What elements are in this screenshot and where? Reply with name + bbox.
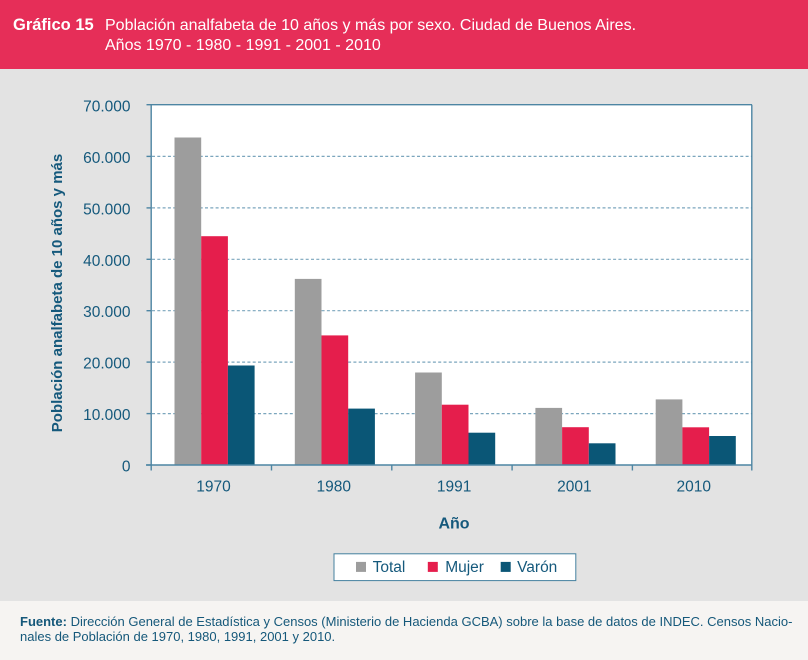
svg-text:70.000: 70.000 — [83, 99, 131, 116]
svg-text:2001: 2001 — [557, 479, 591, 496]
svg-text:Total: Total — [373, 559, 406, 576]
svg-text:2010: 2010 — [676, 479, 711, 496]
svg-text:10.000: 10.000 — [83, 407, 131, 424]
svg-text:40.000: 40.000 — [83, 253, 131, 270]
svg-text:1991: 1991 — [437, 479, 471, 496]
svg-text:60.000: 60.000 — [83, 150, 131, 167]
svg-text:Varón: Varón — [517, 559, 557, 576]
svg-text:20.000: 20.000 — [83, 356, 131, 373]
svg-text:Año: Año — [438, 515, 469, 532]
svg-text:Mujer: Mujer — [445, 559, 484, 576]
svg-text:1980: 1980 — [317, 479, 352, 496]
svg-text:50.000: 50.000 — [83, 201, 131, 218]
svg-text:Población analfabeta de 10 año: Población analfabeta de 10 años y más — [49, 154, 66, 432]
svg-text:0: 0 — [122, 459, 131, 476]
svg-text:1970: 1970 — [196, 479, 231, 496]
svg-text:30.000: 30.000 — [83, 304, 131, 321]
